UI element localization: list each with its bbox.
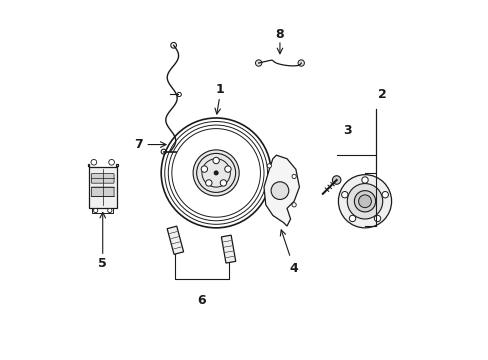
Text: 5: 5: [98, 257, 107, 270]
FancyBboxPatch shape: [91, 187, 114, 197]
Circle shape: [341, 192, 347, 198]
Circle shape: [107, 208, 112, 213]
Circle shape: [291, 174, 296, 179]
Text: 4: 4: [289, 262, 298, 275]
Circle shape: [266, 164, 271, 168]
Polygon shape: [88, 164, 118, 208]
Circle shape: [361, 177, 367, 183]
Circle shape: [297, 60, 304, 66]
Text: 1: 1: [215, 83, 224, 96]
Text: 2: 2: [378, 89, 386, 102]
Text: 7: 7: [134, 138, 142, 151]
Polygon shape: [264, 155, 299, 226]
Circle shape: [270, 182, 288, 199]
Circle shape: [332, 176, 340, 184]
Circle shape: [201, 166, 207, 172]
Circle shape: [373, 215, 380, 222]
Polygon shape: [221, 235, 235, 263]
Circle shape: [214, 171, 218, 175]
Circle shape: [354, 191, 375, 212]
FancyBboxPatch shape: [91, 174, 114, 183]
Circle shape: [224, 166, 231, 172]
Circle shape: [291, 203, 296, 207]
Circle shape: [220, 180, 226, 186]
Circle shape: [348, 215, 355, 222]
Text: 8: 8: [275, 28, 284, 41]
Circle shape: [358, 195, 370, 208]
Circle shape: [108, 159, 114, 165]
Circle shape: [255, 60, 262, 66]
Text: 3: 3: [342, 124, 351, 137]
Circle shape: [205, 180, 212, 186]
Circle shape: [93, 208, 98, 213]
Circle shape: [381, 192, 387, 198]
Circle shape: [212, 157, 219, 164]
Circle shape: [346, 184, 382, 219]
Circle shape: [193, 150, 239, 196]
Text: 6: 6: [197, 294, 206, 307]
Polygon shape: [167, 226, 183, 255]
Circle shape: [338, 175, 391, 228]
Circle shape: [91, 159, 97, 165]
